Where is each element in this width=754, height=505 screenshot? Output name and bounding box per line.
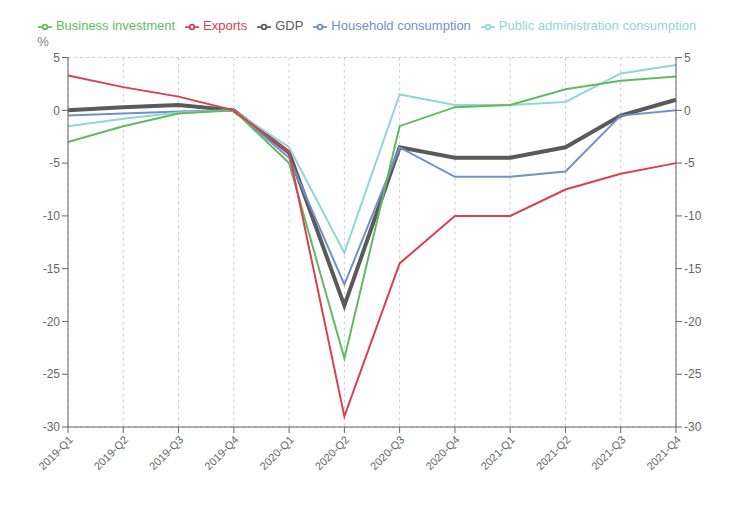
svg-text:2021-Q4: 2021-Q4 <box>644 433 683 472</box>
svg-text:-15: -15 <box>684 262 702 276</box>
svg-text:2020-Q3: 2020-Q3 <box>368 433 407 472</box>
svg-text:-5: -5 <box>684 156 695 170</box>
svg-text:2020-Q4: 2020-Q4 <box>423 433 462 472</box>
svg-text:-10: -10 <box>43 209 61 223</box>
svg-text:-20: -20 <box>684 315 702 329</box>
html-text:Exports: Exports <box>203 18 248 33</box>
svg-text:5: 5 <box>684 51 691 65</box>
svg-text:2020-Q2: 2020-Q2 <box>313 433 352 472</box>
svg-text:-20: -20 <box>43 315 61 329</box>
svg-text:2019-Q2: 2019-Q2 <box>91 433 130 472</box>
svg-text:2019-Q4: 2019-Q4 <box>202 433 241 472</box>
svg-text:0: 0 <box>53 104 60 118</box>
svg-text:2021-Q3: 2021-Q3 <box>589 433 628 472</box>
svg-text:0: 0 <box>684 104 691 118</box>
html-text:Public administration consumpt: Public administration consumption <box>498 18 697 33</box>
html-text:Household consumption: Household consumption <box>331 18 471 33</box>
svg-text:-30: -30 <box>684 420 702 434</box>
svg-text:2020-Q1: 2020-Q1 <box>257 433 296 472</box>
svg-text:-5: -5 <box>49 156 60 170</box>
svg-text:2021-Q2: 2021-Q2 <box>534 433 573 472</box>
html-text:Business investment: Business investment <box>55 18 176 33</box>
svg-text:-15: -15 <box>43 262 61 276</box>
svg-text:-10: -10 <box>684 209 702 223</box>
svg-text:-25: -25 <box>43 367 61 381</box>
svg-text:5: 5 <box>53 51 60 65</box>
svg-text:%: % <box>37 34 49 49</box>
svg-text:2019-Q1: 2019-Q1 <box>36 433 75 472</box>
html-text:GDP: GDP <box>275 18 304 33</box>
svg-text:2021-Q1: 2021-Q1 <box>478 433 517 472</box>
svg-text:-25: -25 <box>684 367 702 381</box>
svg-text:-30: -30 <box>43 420 61 434</box>
svg-text:2019-Q3: 2019-Q3 <box>147 433 186 472</box>
